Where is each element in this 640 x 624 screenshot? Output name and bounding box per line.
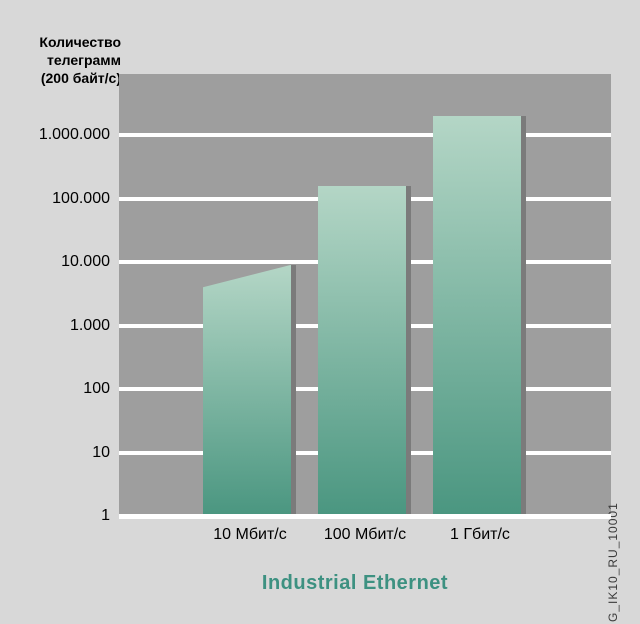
gridline-1 (119, 514, 611, 519)
bar-3 (433, 115, 521, 516)
y-axis-title-line3: (200 байт/с) (40, 70, 121, 86)
y-tick-label-100: 100 (83, 380, 110, 397)
bar-1 (203, 264, 291, 516)
y-tick-label-10000: 10.000 (61, 253, 110, 270)
y-axis-title-line2: телеграмм (46, 52, 121, 68)
bar-2-shadow (406, 185, 411, 516)
x-tick-label-3: 1 Гбит/с (450, 526, 510, 543)
chart-title: Industrial Ethernet (261, 572, 449, 594)
y-tick-label-1000000: 1.000.000 (38, 126, 110, 144)
x-tick-label-2: 100 Мбит/с (323, 526, 407, 543)
gridline-1000000 (119, 133, 611, 138)
x-tick-label-1: 10 Мбит/с (213, 526, 287, 543)
y-tick-label-100000: 100.000 (52, 189, 110, 207)
figure-code: G_IK10_RU_10001 (606, 502, 620, 622)
y-tick-label-1: 1 (101, 507, 110, 524)
plot-area (119, 74, 611, 519)
bar-1-shadow (291, 264, 296, 516)
y-tick-label-1000: 1.000 (69, 316, 110, 334)
y-axis-title: Количество телеграмм (200 байт/с) (0, 33, 121, 87)
y-tick-label-10: 10 (92, 443, 110, 461)
bar-2 (318, 185, 406, 516)
bar-3-shadow (521, 115, 526, 516)
y-axis-title-line1: Количество (39, 34, 121, 50)
